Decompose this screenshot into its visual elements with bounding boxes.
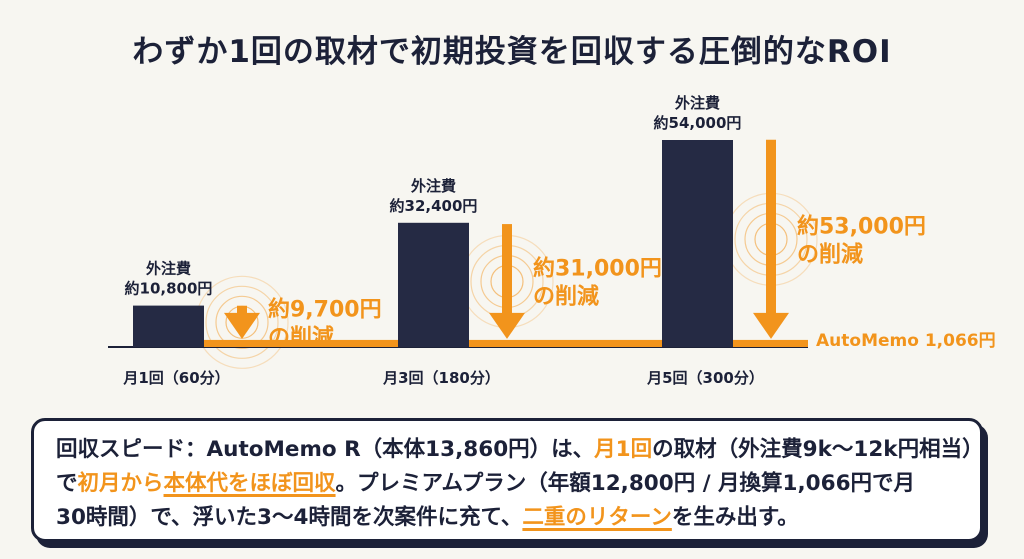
callout-line-1: 回収スピード：AutoMemo R（本体13,860円）は、月1回の取材（外注費… bbox=[56, 433, 984, 467]
saving-arrows bbox=[224, 139, 789, 339]
saving-arrow-shaft bbox=[237, 305, 247, 315]
bar-label-title: 外注費 bbox=[410, 177, 456, 195]
ripple-ring bbox=[215, 295, 269, 349]
bar-1 bbox=[133, 305, 204, 347]
callout-text: 回収スピード：AutoMemo R（本体13,860円）は、 bbox=[56, 437, 595, 462]
saving-suffix-label: の削減 bbox=[533, 284, 599, 309]
automemo-baseline-label: AutoMemo 1,066円 bbox=[816, 331, 996, 351]
saving-amount-label: 約31,000円 bbox=[533, 255, 662, 281]
callout-text: の取材（外注費9k〜12k円相当） bbox=[652, 437, 984, 462]
callout-highlight: 本体代をほぼ回収 bbox=[163, 471, 336, 496]
callout-text: 。プレミアムプラン（年額12,800円 / 月換算1,066円で月 bbox=[335, 471, 916, 496]
callout-text: で bbox=[56, 471, 78, 496]
callout-text: 30時間）で、浮いた3〜4時間を次案件に充て、 bbox=[56, 505, 523, 530]
saving-arrow-head bbox=[489, 312, 525, 339]
bar-label-value: 約32,400円 bbox=[390, 197, 478, 215]
saving-amount-label: 約9,700円 bbox=[268, 296, 382, 322]
saving-suffix-label: の削減 bbox=[797, 242, 863, 267]
saving-amount-label: 約53,000円 bbox=[797, 213, 926, 239]
saving-arrow-shaft bbox=[766, 139, 776, 315]
x-tick-label: 月1回（60分） bbox=[122, 369, 229, 387]
bar-label-title: 外注費 bbox=[145, 260, 191, 278]
bars bbox=[133, 140, 733, 347]
chart-labels: 外注費約10,800円月1回（60分）約9,700円の削減外注費約32,400円… bbox=[122, 94, 926, 387]
bar-2 bbox=[398, 222, 469, 347]
summary-callout: 回収スピード：AutoMemo R（本体13,860円）は、月1回の取材（外注費… bbox=[31, 418, 984, 542]
callout-text: を生み出す。 bbox=[671, 505, 799, 530]
x-tick-label: 月3回（180分） bbox=[382, 369, 500, 387]
callout-highlight: 初月から bbox=[77, 471, 164, 496]
bar-3 bbox=[662, 140, 733, 347]
saving-arrow-head bbox=[753, 312, 789, 339]
callout-highlight: 二重のリターン bbox=[522, 505, 672, 530]
saving-suffix-label: の削減 bbox=[268, 325, 334, 350]
saving-arrow-head bbox=[224, 312, 260, 339]
ripple-ring bbox=[205, 285, 279, 359]
callout-line-2: で初月から本体代をほぼ回収。プレミアムプラン（年額12,800円 / 月換算1,… bbox=[56, 467, 958, 501]
callout-highlight: 月1回 bbox=[594, 437, 653, 462]
saving-arrow-shaft bbox=[502, 224, 512, 315]
automemo-baseline bbox=[204, 339, 808, 347]
x-tick-label: 月5回（300分） bbox=[646, 369, 764, 387]
bar-label-title: 外注費 bbox=[674, 94, 720, 112]
page-title: わずか1回の取材で初期投資を回収する圧倒的なROI bbox=[132, 34, 892, 70]
bar-label-value: 約10,800円 bbox=[125, 280, 213, 298]
callout-line-3: 30時間）で、浮いた3〜4時間を次案件に充て、二重のリターンを生み出す。 bbox=[56, 501, 958, 535]
bar-label-value: 約54,000円 bbox=[654, 114, 742, 132]
